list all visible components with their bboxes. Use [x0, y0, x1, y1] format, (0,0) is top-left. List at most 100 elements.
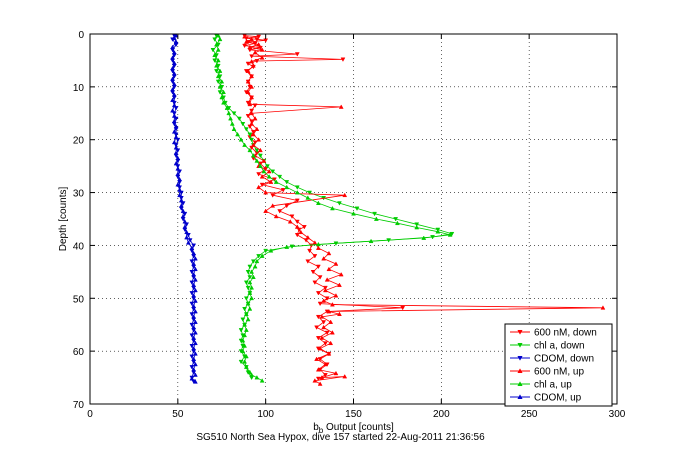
data-point	[301, 225, 307, 230]
data-point	[191, 356, 197, 361]
data-point	[191, 314, 197, 319]
data-point	[182, 224, 188, 229]
data-point	[270, 169, 276, 174]
x-tick-label: 0	[87, 409, 93, 420]
data-point	[319, 335, 325, 340]
data-point	[191, 335, 197, 340]
data-point	[170, 76, 175, 81]
data-point	[192, 340, 198, 346]
data-point	[328, 319, 334, 324]
data-point	[294, 52, 300, 57]
data-point	[322, 287, 328, 293]
data-point	[250, 153, 256, 158]
data-point	[173, 134, 179, 139]
data-point	[240, 317, 246, 322]
data-point	[249, 94, 255, 100]
x-axis-label-subscript: b	[319, 426, 324, 435]
data-point	[189, 376, 195, 381]
data-point	[249, 58, 255, 64]
data-point	[324, 277, 330, 282]
data-point	[191, 345, 197, 351]
data-point	[324, 296, 330, 301]
data-point	[319, 375, 325, 380]
data-point	[256, 254, 262, 259]
data-point	[189, 259, 195, 264]
data-point	[191, 303, 197, 309]
data-point	[215, 33, 221, 38]
data-point	[249, 54, 255, 59]
data-point	[368, 238, 374, 244]
data-point	[243, 353, 249, 359]
data-point	[289, 214, 295, 219]
data-point	[173, 150, 179, 155]
data-point	[294, 185, 300, 190]
y-tick-label: 20	[73, 136, 85, 147]
data-point	[393, 217, 399, 222]
data-point	[315, 245, 321, 250]
data-point	[264, 164, 270, 169]
data-point	[394, 220, 400, 226]
x-tick-label: 300	[609, 409, 626, 420]
data-point	[245, 79, 251, 84]
series-line	[172, 35, 195, 382]
data-point	[171, 81, 177, 87]
data-point	[252, 49, 258, 55]
data-point	[175, 182, 181, 187]
data-point	[307, 248, 313, 254]
data-point	[191, 282, 197, 287]
data-point	[192, 298, 198, 303]
data-point	[242, 322, 248, 327]
data-point	[180, 208, 186, 213]
data-point	[254, 158, 260, 163]
legend-marker	[517, 394, 523, 400]
legend-label: CDOM, up	[534, 393, 582, 404]
data-point	[231, 111, 237, 116]
data-point	[337, 201, 342, 206]
data-point	[307, 190, 313, 196]
data-point	[189, 354, 195, 359]
data-point	[305, 195, 311, 200]
data-point	[324, 330, 330, 336]
data-point	[254, 37, 260, 42]
data-point	[322, 373, 328, 378]
data-point	[191, 324, 197, 330]
data-point	[400, 305, 406, 311]
data-point	[322, 341, 328, 346]
data-point	[243, 311, 249, 316]
data-point	[189, 301, 195, 307]
legend-box	[504, 323, 613, 407]
data-point	[171, 35, 177, 41]
data-point	[284, 203, 290, 209]
legend: 600 nM, down chl a, down CDOM, down 600 nM,…	[504, 323, 613, 407]
data-point	[372, 211, 378, 217]
y-tick-label: 10	[73, 83, 85, 94]
data-point	[170, 65, 175, 71]
legend-marker	[517, 342, 523, 348]
data-point	[266, 174, 272, 179]
x-axis-label: bb Output [counts]	[313, 422, 394, 435]
data-point	[177, 192, 183, 198]
data-point	[317, 345, 323, 351]
data-point	[249, 121, 255, 126]
data-point	[298, 229, 304, 235]
data-point	[215, 57, 221, 63]
data-point	[315, 241, 321, 247]
data-point	[224, 105, 230, 110]
data-point	[314, 356, 320, 361]
data-point	[414, 222, 420, 227]
data-point	[175, 171, 181, 176]
data-point	[305, 259, 311, 264]
data-point	[337, 282, 342, 287]
data-point	[249, 372, 255, 377]
data-point	[322, 361, 328, 367]
data-point	[250, 142, 256, 147]
data-point	[333, 261, 339, 266]
data-point	[254, 126, 260, 131]
data-point	[191, 261, 197, 266]
data-point	[315, 200, 321, 205]
series-layer	[170, 33, 606, 386]
data-point	[245, 89, 251, 94]
data-point	[217, 36, 223, 42]
data-point	[210, 48, 216, 53]
data-point	[191, 293, 197, 298]
